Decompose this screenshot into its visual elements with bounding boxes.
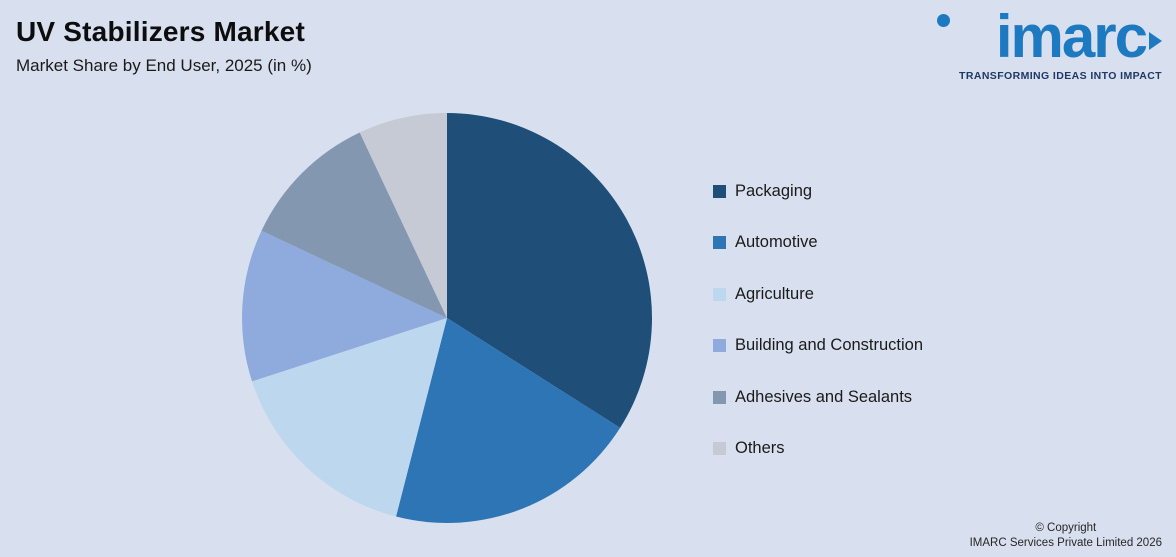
logo-dot-icon <box>937 14 950 27</box>
logo-arrow-icon <box>1149 32 1162 50</box>
chart-legend: Packaging Automotive Agriculture Building a… <box>713 182 923 491</box>
legend-marker-icon <box>713 184 726 198</box>
pie-slice-packaging <box>447 113 652 428</box>
legend-marker-icon <box>713 390 726 404</box>
pie-chart <box>241 113 652 523</box>
legend-label: Building and Construction <box>735 336 924 354</box>
pie-chart-area <box>237 108 657 528</box>
pie-slice-agriculture <box>252 318 447 517</box>
legend-item-packaging: Packaging <box>713 182 923 200</box>
imarc-logo: imarc TRANSFORMING IDEAS INTO IMPACT <box>922 6 1162 82</box>
legend-item-automotive: Automotive <box>713 233 923 252</box>
header: UV Stabilizers Market Market Share by En… <box>16 16 312 76</box>
logo-wordmark: imarc <box>995 3 1148 70</box>
pie-slice-building-and-construction <box>241 230 447 382</box>
legend-label: Adhesives and Sealants <box>735 387 913 406</box>
pie-slice-others <box>359 113 447 318</box>
copyright-line-1: © Copyright <box>1035 522 1097 534</box>
legend-item-others: Others <box>713 439 923 458</box>
logo-tagline: TRANSFORMING IDEAS INTO IMPACT <box>959 70 1162 82</box>
page-title: UV Stabilizers Market <box>16 16 305 47</box>
page-subtitle: Market Share by End User, 2025 (in %) <box>16 56 312 75</box>
legend-item-adhesives-and-sealants: Adhesives and Sealants <box>713 388 923 406</box>
legend-marker-icon <box>713 236 726 249</box>
legend-label: Packaging <box>735 181 813 200</box>
copyright-notice: © Copyright IMARC Services Private Limit… <box>970 521 1162 551</box>
legend-item-building-and-construction: Building and Construction <box>713 336 924 355</box>
legend-marker-icon <box>713 339 726 352</box>
pie-slice-adhesives-and-sealants <box>261 132 447 318</box>
legend-label: Others <box>735 439 785 457</box>
legend-item-agriculture: Agriculture <box>713 285 923 303</box>
legend-label: Automotive <box>735 233 818 251</box>
copyright-line-2: IMARC Services Private Limited 2026 <box>969 537 1162 549</box>
legend-label: Agriculture <box>735 284 814 303</box>
pie-slice-automotive <box>396 318 621 523</box>
legend-marker-icon <box>713 287 726 301</box>
legend-marker-icon <box>713 442 726 455</box>
